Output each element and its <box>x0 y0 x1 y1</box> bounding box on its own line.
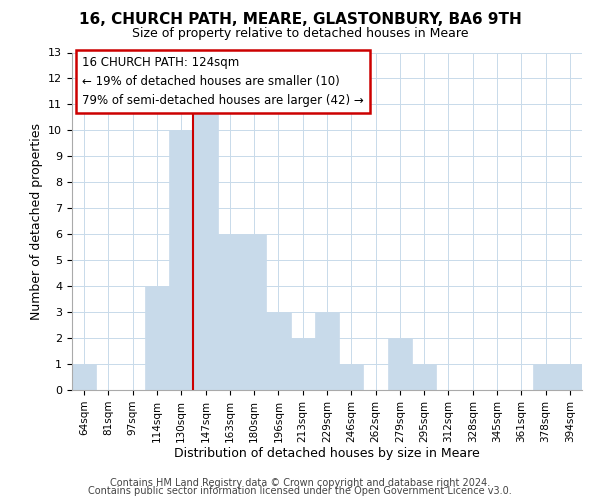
Text: 16, CHURCH PATH, MEARE, GLASTONBURY, BA6 9TH: 16, CHURCH PATH, MEARE, GLASTONBURY, BA6… <box>79 12 521 28</box>
Bar <box>315 312 339 390</box>
Text: Contains HM Land Registry data © Crown copyright and database right 2024.: Contains HM Land Registry data © Crown c… <box>110 478 490 488</box>
Y-axis label: Number of detached properties: Number of detached properties <box>29 122 43 320</box>
Bar <box>290 338 315 390</box>
Bar <box>412 364 436 390</box>
Text: Contains public sector information licensed under the Open Government Licence v3: Contains public sector information licen… <box>88 486 512 496</box>
Bar <box>193 104 218 390</box>
Text: 16 CHURCH PATH: 124sqm
← 19% of detached houses are smaller (10)
79% of semi-det: 16 CHURCH PATH: 124sqm ← 19% of detached… <box>82 56 364 107</box>
Bar <box>72 364 96 390</box>
Bar <box>388 338 412 390</box>
X-axis label: Distribution of detached houses by size in Meare: Distribution of detached houses by size … <box>174 448 480 460</box>
Bar <box>145 286 169 390</box>
Bar <box>169 130 193 390</box>
Bar <box>242 234 266 390</box>
Bar <box>339 364 364 390</box>
Bar <box>558 364 582 390</box>
Bar <box>266 312 290 390</box>
Text: Size of property relative to detached houses in Meare: Size of property relative to detached ho… <box>132 28 468 40</box>
Bar <box>218 234 242 390</box>
Bar <box>533 364 558 390</box>
